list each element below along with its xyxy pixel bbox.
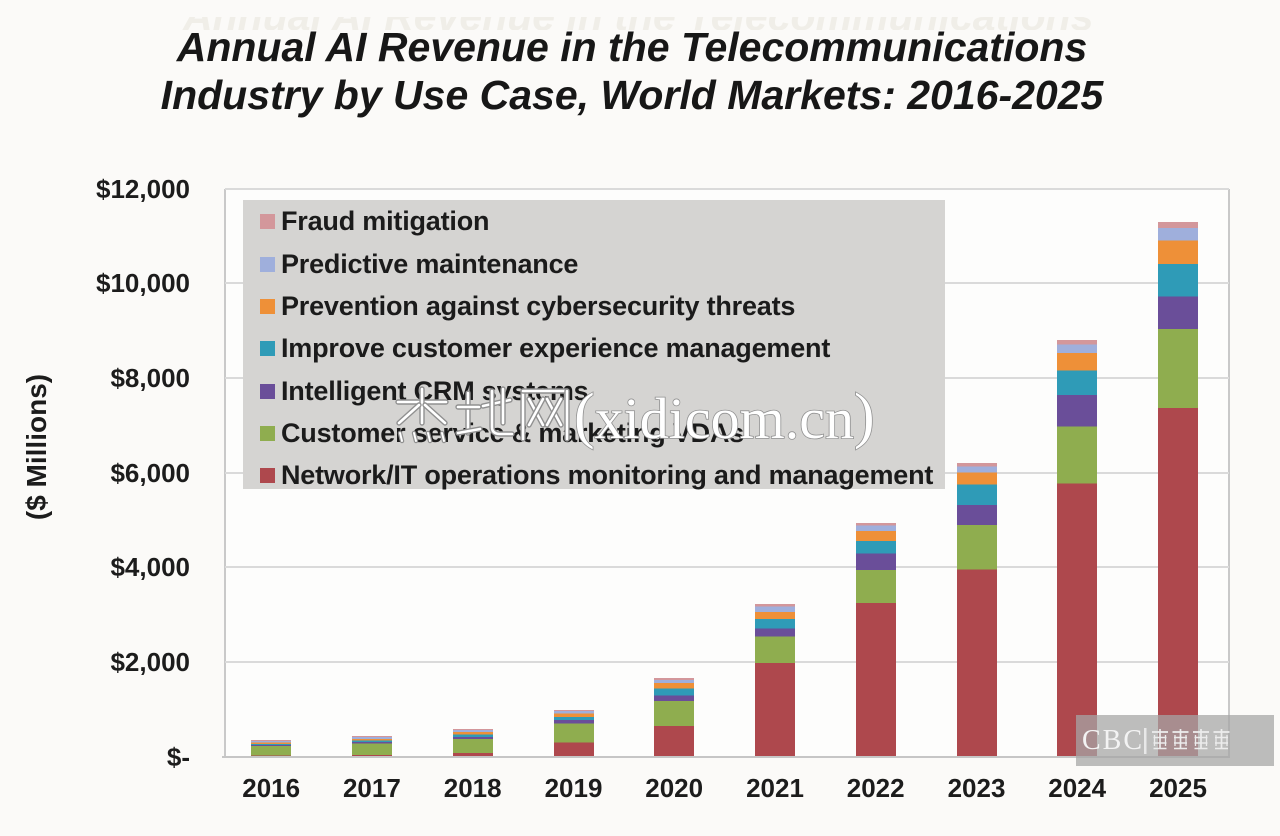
svg-text:CBC: CBC [1082,725,1144,756]
svg-text:(xidicom.cn): (xidicom.cn) [574,382,875,451]
